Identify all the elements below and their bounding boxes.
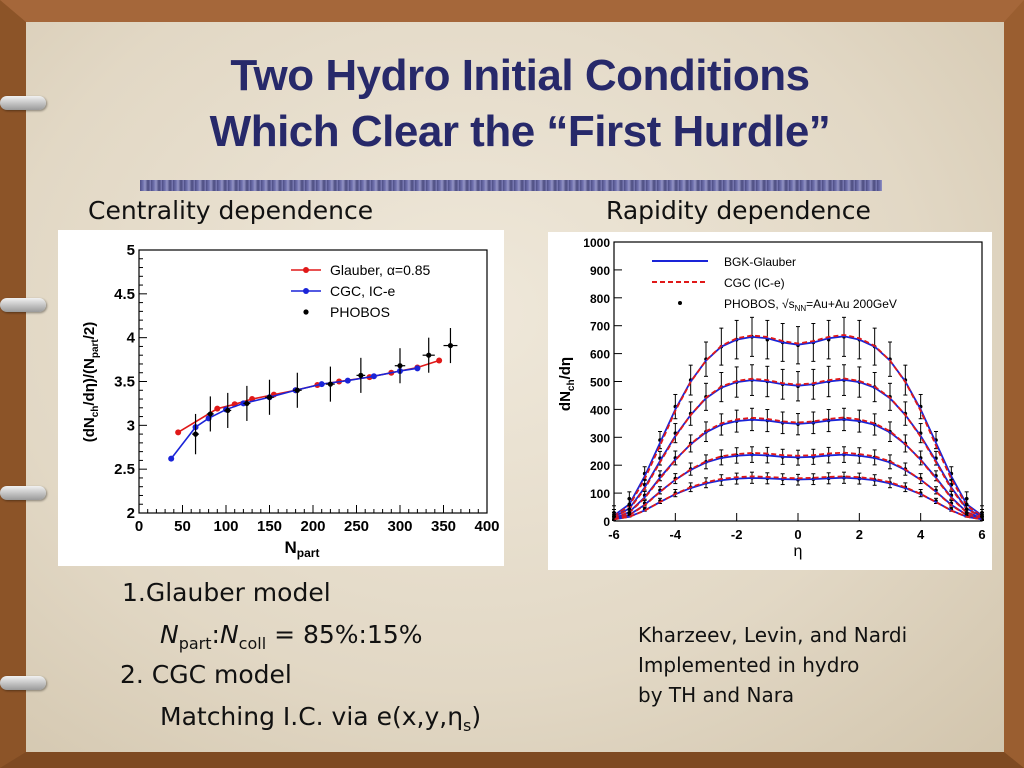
title-underline	[140, 180, 882, 191]
binder-ring	[0, 486, 46, 500]
data-point	[344, 377, 351, 384]
cgc-curve	[613, 475, 983, 521]
legend-marker	[303, 267, 309, 273]
data-point	[414, 365, 421, 372]
data-point	[266, 394, 273, 400]
legend-label: CGC, IC-e	[330, 283, 396, 299]
cgc-curve	[613, 451, 983, 520]
x-tick-label: 300	[387, 518, 412, 535]
x-tick-label: 2	[856, 527, 863, 542]
y-tick-label: 400	[590, 403, 610, 417]
y-tick-label: 300	[590, 431, 610, 445]
y-tick-label: 2.5	[114, 461, 135, 478]
y-axis-label: (dNch/dη)/(Npart/2)	[81, 322, 101, 443]
x-tick-label: 4	[917, 527, 925, 542]
binder-ring	[0, 676, 46, 690]
title-line-1: Two Hydro Initial Conditions	[230, 51, 810, 100]
data-point	[294, 387, 300, 393]
credit-line-3: by TH and Nara	[638, 683, 795, 707]
data-point	[370, 373, 377, 380]
data-point	[318, 381, 325, 388]
data-point	[358, 372, 364, 378]
y-tick-label: 100	[590, 487, 610, 501]
data-point	[192, 431, 199, 437]
legend-label: CGC (IC-e)	[724, 276, 785, 290]
title-line-2: Which Clear the “First Hurdle”	[209, 107, 831, 156]
y-tick-label: 700	[590, 320, 610, 334]
credit-line-1: Kharzeev, Levin, and Nardi	[638, 623, 908, 647]
legend-marker	[303, 288, 309, 294]
item-glauber-model: 1.Glauber model	[122, 578, 331, 607]
cgc-curve	[613, 416, 983, 520]
y-tick-label: 4	[127, 330, 136, 347]
rapidity-chart: -6 -4 -2 0 2 4 6 0 100 200 300 400 500 600 700 800 900 10…	[557, 236, 986, 560]
bgk-glauber-curve	[613, 418, 983, 520]
item-cgc-matching: Matching I.C. via e(x,y,ηs)	[160, 702, 482, 735]
x-axis-label: η	[794, 543, 803, 560]
x-tick-label: -2	[731, 527, 743, 542]
legend-marker	[678, 301, 682, 305]
item-cgc-model: 2. CGC model	[120, 660, 292, 689]
data-point	[225, 407, 231, 414]
x-tick-label: 6	[978, 527, 985, 542]
data-point	[175, 429, 182, 436]
y-tick-label: 500	[590, 376, 610, 390]
binder-ring	[0, 298, 46, 312]
item-glauber-ratio: Npart:Ncoll = 85%:15%	[160, 620, 423, 653]
x-tick-label: -6	[608, 527, 620, 542]
cgc-curve	[613, 333, 983, 517]
y-tick-label: 600	[590, 348, 610, 362]
legend-label: BGK-Glauber	[724, 255, 796, 269]
y-tick-label: 1000	[583, 236, 610, 250]
plot-frame	[138, 249, 488, 514]
y-tick-label: 3	[127, 417, 135, 434]
legend-label: PHOBOS	[330, 304, 390, 320]
y-tick-label: 200	[590, 459, 610, 473]
x-tick-label: 150	[257, 518, 282, 535]
x-tick-label: -4	[670, 527, 682, 542]
data-point	[447, 342, 454, 349]
centrality-chart: 0 50 100 150 200 250 300 350 400 2 2.5 3 3.5 4 4.5 5 Gl…	[81, 242, 500, 560]
rapidity-chart-panel: -6 -4 -2 0 2 4 6 0 100 200 300 400 500 600 700 800 900 10…	[548, 232, 992, 570]
binder-ring	[0, 96, 46, 110]
credit-note: Kharzeev, Levin, and Nardi Implemented i…	[638, 620, 907, 710]
data-point	[244, 400, 250, 407]
centrality-chart-panel: 0 50 100 150 200 250 300 350 400 2 2.5 3 3.5 4 4.5 5 Gl…	[58, 230, 504, 566]
x-tick-label: 0	[794, 527, 801, 542]
x-axis-label: Npart	[285, 538, 320, 560]
data-point	[327, 381, 333, 387]
y-tick-label: 2	[127, 505, 135, 522]
credit-line-2: Implemented in hydro	[638, 653, 860, 677]
data-point	[426, 352, 432, 358]
x-tick-label: 250	[344, 518, 369, 535]
x-tick-label: 400	[474, 518, 499, 535]
x-tick-label: 50	[174, 518, 191, 535]
x-tick-label: 0	[135, 518, 143, 535]
x-tick-label: 200	[300, 518, 325, 535]
subtitle-rapidity: Rapidity dependence	[606, 196, 871, 225]
legend-marker	[303, 309, 309, 315]
slide-title: Two Hydro Initial Conditions Which Clear…	[60, 48, 980, 160]
y-tick-label: 0	[603, 515, 610, 529]
cgc-curve	[613, 377, 983, 518]
data-point	[207, 411, 213, 417]
subtitle-centrality: Centrality dependence	[88, 196, 374, 225]
data-point	[397, 363, 403, 369]
x-tick-label: 350	[431, 518, 456, 535]
data-point	[436, 357, 443, 364]
y-tick-label: 5	[127, 242, 135, 259]
y-tick-label: 3.5	[114, 374, 135, 391]
y-tick-label: 800	[590, 292, 610, 306]
data-point	[168, 455, 175, 462]
legend-label: Glauber, α=0.85	[330, 262, 431, 278]
data-point	[214, 405, 221, 412]
x-tick-label: 100	[213, 518, 238, 535]
legend-label: PHOBOS, √sNN=Au+Au 200GeV	[724, 297, 897, 313]
y-tick-label: 4.5	[114, 286, 135, 303]
y-tick-label: 900	[590, 264, 610, 278]
y-axis-label: dNch/dη	[557, 357, 577, 411]
